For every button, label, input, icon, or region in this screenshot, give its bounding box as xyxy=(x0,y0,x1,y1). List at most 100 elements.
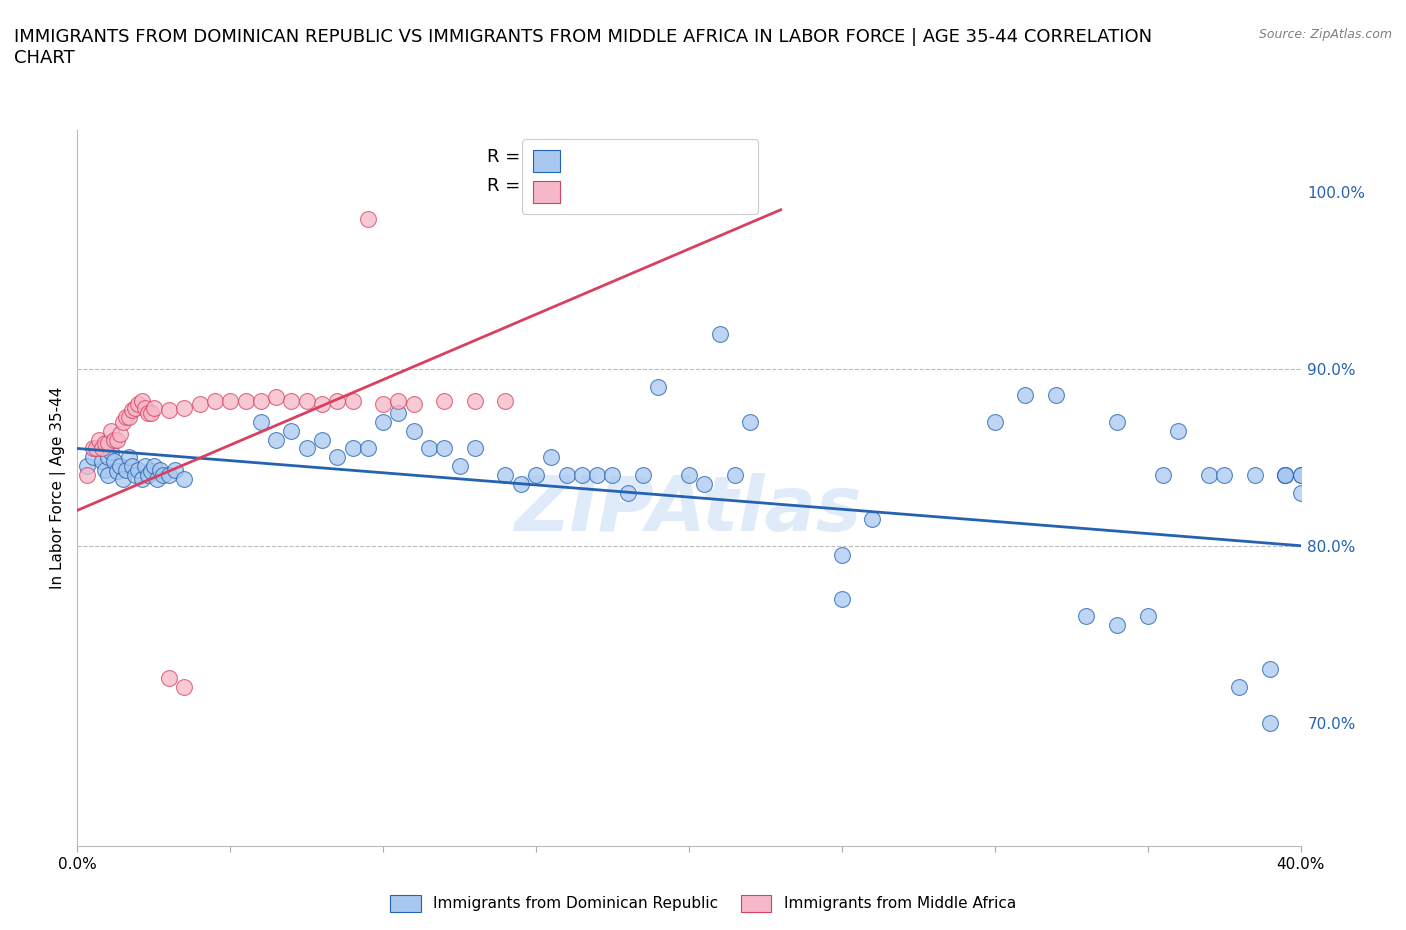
Point xyxy=(862,512,884,526)
Point xyxy=(173,400,195,415)
Point xyxy=(146,472,169,486)
Point xyxy=(264,390,287,405)
Point xyxy=(97,450,120,465)
Point xyxy=(371,397,394,412)
Point xyxy=(82,450,104,465)
Point xyxy=(387,405,409,420)
Point xyxy=(90,454,112,469)
Point xyxy=(115,409,138,424)
Point xyxy=(76,458,98,473)
Text: R =: R = xyxy=(486,177,526,195)
Point xyxy=(678,468,700,483)
Point xyxy=(105,432,128,447)
Point xyxy=(87,432,110,447)
Point xyxy=(402,423,425,438)
Legend: Immigrants from Dominican Republic, Immigrants from Middle Africa: Immigrants from Dominican Republic, Immi… xyxy=(384,889,1022,918)
Point xyxy=(540,450,562,465)
Point xyxy=(131,472,153,486)
Text: 83: 83 xyxy=(669,149,692,166)
Point xyxy=(280,393,302,408)
Point xyxy=(105,464,128,479)
Point xyxy=(342,393,364,408)
Point xyxy=(157,671,180,685)
Text: 0.550: 0.550 xyxy=(524,177,575,195)
Point xyxy=(1045,388,1067,403)
Point xyxy=(250,415,273,430)
Point xyxy=(219,393,242,408)
Point xyxy=(94,436,117,451)
Point xyxy=(1152,468,1174,483)
Point xyxy=(124,400,146,415)
Point xyxy=(1136,609,1159,624)
Text: R =: R = xyxy=(486,149,526,166)
Point xyxy=(134,400,156,415)
Point xyxy=(602,468,624,483)
Point xyxy=(90,441,112,456)
Point xyxy=(371,415,394,430)
Point xyxy=(357,211,380,226)
Point xyxy=(433,441,456,456)
Point xyxy=(115,462,138,477)
Point xyxy=(647,379,669,394)
Point xyxy=(1289,485,1312,500)
Point xyxy=(831,591,853,606)
Text: IMMIGRANTS FROM DOMINICAN REPUBLIC VS IMMIGRANTS FROM MIDDLE AFRICA IN LABOR FOR: IMMIGRANTS FROM DOMINICAN REPUBLIC VS IM… xyxy=(14,28,1152,67)
Point xyxy=(1167,423,1189,438)
Point xyxy=(97,468,120,483)
Point xyxy=(495,393,517,408)
Text: Source: ZipAtlas.com: Source: ZipAtlas.com xyxy=(1258,28,1392,41)
Point xyxy=(326,450,349,465)
Point xyxy=(357,441,380,456)
Point xyxy=(464,393,486,408)
Point xyxy=(204,393,226,408)
Point xyxy=(142,400,165,415)
Point xyxy=(173,472,195,486)
Point xyxy=(295,441,318,456)
Point xyxy=(1014,388,1036,403)
Point xyxy=(131,393,153,408)
Point xyxy=(118,450,141,465)
Point xyxy=(571,468,593,483)
Point xyxy=(326,393,349,408)
Point xyxy=(631,468,654,483)
Point xyxy=(157,468,180,483)
Point xyxy=(136,405,159,420)
Text: ZIPAtlas: ZIPAtlas xyxy=(515,472,863,547)
Point xyxy=(157,402,180,417)
Y-axis label: In Labor Force | Age 35-44: In Labor Force | Age 35-44 xyxy=(51,387,66,590)
Point xyxy=(188,397,211,412)
Point xyxy=(387,393,409,408)
Point xyxy=(82,441,104,456)
Point xyxy=(984,415,1007,430)
Point xyxy=(103,432,125,447)
Text: 46: 46 xyxy=(669,177,692,195)
Point xyxy=(342,441,364,456)
Point xyxy=(709,326,731,341)
Point xyxy=(94,462,117,477)
Point xyxy=(418,441,440,456)
Point xyxy=(311,397,333,412)
Point xyxy=(509,476,531,491)
Point xyxy=(1274,468,1296,483)
Point xyxy=(693,476,716,491)
Point xyxy=(464,441,486,456)
Point xyxy=(1229,680,1251,695)
Point xyxy=(100,423,122,438)
Point xyxy=(97,436,120,451)
Point xyxy=(495,468,517,483)
Point xyxy=(433,393,456,408)
Point xyxy=(100,445,122,459)
Point xyxy=(1289,468,1312,483)
Point xyxy=(1107,415,1129,430)
Point xyxy=(121,458,143,473)
Point xyxy=(280,423,302,438)
Point xyxy=(103,454,125,469)
Point xyxy=(1076,609,1098,624)
Legend:                               ,                               : , xyxy=(522,140,758,214)
Point xyxy=(76,468,98,483)
Text: -0.197: -0.197 xyxy=(524,149,582,166)
Point xyxy=(108,427,131,442)
Point xyxy=(142,458,165,473)
Point xyxy=(139,464,162,479)
Point xyxy=(524,468,547,483)
